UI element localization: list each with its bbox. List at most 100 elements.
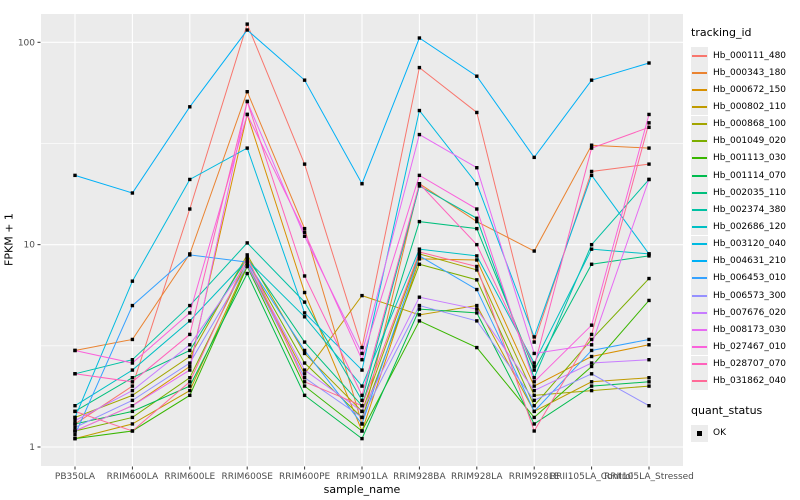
data-point bbox=[73, 425, 77, 430]
data-point bbox=[417, 319, 422, 323]
data-point bbox=[73, 348, 77, 353]
x-tick-label: RRII105LA_Control bbox=[550, 472, 633, 482]
data-point bbox=[245, 22, 249, 26]
legend-entry-Hb_003120_040: Hb_003120_040 bbox=[691, 235, 799, 253]
legend-entry-label: Hb_006573_300 bbox=[713, 290, 787, 301]
data-point bbox=[188, 348, 192, 353]
data-point bbox=[130, 361, 135, 365]
data-point bbox=[73, 173, 77, 178]
legend-entry-label: Hb_031862_040 bbox=[713, 376, 787, 387]
x-tick-label: RRIM600PE bbox=[279, 472, 331, 482]
data-point bbox=[360, 358, 364, 362]
data-point bbox=[589, 343, 594, 347]
data-point bbox=[130, 429, 135, 433]
data-point bbox=[302, 234, 307, 238]
data-point bbox=[188, 380, 192, 384]
data-point bbox=[130, 380, 135, 384]
data-point bbox=[475, 264, 479, 269]
data-point bbox=[302, 393, 307, 398]
data-point bbox=[417, 303, 422, 308]
legend-key-box bbox=[691, 269, 708, 287]
data-point bbox=[589, 361, 594, 365]
legend-entry-label: Hb_002686_120 bbox=[713, 221, 787, 232]
data-point bbox=[532, 403, 536, 408]
x-tick-label: RRIM600LE bbox=[164, 472, 215, 482]
data-point bbox=[417, 108, 422, 113]
legend-entry-Hb_001114_070: Hb_001114_070 bbox=[691, 167, 799, 185]
legend-entry-label: Hb_003120_040 bbox=[713, 239, 787, 250]
data-point bbox=[417, 132, 422, 137]
legend-entry-Hb_002374_380: Hb_002374_380 bbox=[691, 201, 799, 219]
data-point bbox=[417, 254, 422, 258]
legend-quant-status: quant_status OK bbox=[691, 404, 799, 442]
data-point bbox=[647, 252, 651, 256]
legend-key-line-icon bbox=[692, 363, 707, 366]
data-point bbox=[302, 368, 307, 372]
data-point bbox=[302, 230, 307, 235]
data-point bbox=[532, 380, 536, 384]
data-point bbox=[532, 249, 536, 253]
data-point bbox=[73, 433, 77, 437]
data-point bbox=[589, 364, 594, 369]
data-point bbox=[360, 384, 364, 388]
legend-title-tracking-id: tracking_id bbox=[691, 26, 752, 39]
legend-entry-label: Hb_000868_100 bbox=[713, 119, 787, 130]
legend-key-line-icon bbox=[692, 54, 707, 57]
x-axis-title: sample_name bbox=[323, 483, 401, 496]
data-point bbox=[647, 343, 651, 347]
data-point bbox=[188, 207, 192, 211]
data-point bbox=[360, 368, 364, 372]
data-point bbox=[589, 143, 594, 147]
data-point bbox=[532, 335, 536, 339]
legend-key-box bbox=[691, 115, 708, 133]
legend-key-box bbox=[691, 47, 708, 65]
legend-entry-label: Hb_028707_070 bbox=[713, 359, 787, 370]
data-point bbox=[188, 177, 192, 182]
data-point bbox=[589, 337, 594, 342]
data-point bbox=[360, 345, 364, 350]
data-point bbox=[589, 262, 594, 266]
data-point bbox=[130, 403, 135, 408]
data-point bbox=[589, 388, 594, 393]
legend-key-line-icon bbox=[692, 123, 707, 126]
data-point bbox=[302, 340, 307, 344]
data-point bbox=[188, 354, 192, 359]
data-point bbox=[302, 226, 307, 231]
legend-key-line-icon bbox=[692, 225, 707, 228]
data-point bbox=[188, 311, 192, 315]
legend-entry-Hb_001113_030: Hb_001113_030 bbox=[691, 149, 799, 167]
data-point bbox=[532, 393, 536, 398]
data-point bbox=[188, 253, 192, 257]
data-point bbox=[647, 380, 651, 384]
legend-entry-label: Hb_000111_480 bbox=[713, 50, 787, 61]
legend-key-line-icon bbox=[692, 157, 707, 160]
legend-key-box bbox=[691, 81, 708, 99]
data-point bbox=[188, 388, 192, 393]
x-tick-label: RRIM928BA bbox=[393, 472, 446, 482]
x-tick-label: RRIM928LE bbox=[509, 472, 560, 482]
data-point bbox=[417, 257, 422, 261]
data-point bbox=[360, 398, 364, 403]
legend-key-line-icon bbox=[692, 345, 707, 348]
data-point bbox=[188, 393, 192, 398]
legend-entry-label: OK bbox=[713, 428, 726, 439]
legend-entry-Hb_000111_480: Hb_000111_480 bbox=[691, 47, 799, 65]
data-point bbox=[589, 323, 594, 327]
legend-key-line-icon bbox=[692, 277, 707, 280]
data-point bbox=[360, 422, 364, 426]
data-point bbox=[475, 207, 479, 211]
legend-entry-Hb_000868_100: Hb_000868_100 bbox=[691, 115, 799, 133]
data-point bbox=[532, 429, 536, 433]
data-point bbox=[130, 337, 135, 342]
data-point bbox=[73, 418, 77, 423]
legend-entry-label: Hb_004631_210 bbox=[713, 256, 787, 267]
legend-entry-Hb_000672_150: Hb_000672_150 bbox=[691, 81, 799, 99]
data-point bbox=[417, 247, 422, 251]
data-point bbox=[302, 348, 307, 353]
data-point bbox=[475, 303, 479, 308]
legend-entry-Hb_006573_300: Hb_006573_300 bbox=[691, 287, 799, 305]
data-point bbox=[245, 99, 249, 104]
data-point bbox=[589, 380, 594, 384]
data-point bbox=[475, 166, 479, 170]
data-point bbox=[73, 409, 77, 414]
